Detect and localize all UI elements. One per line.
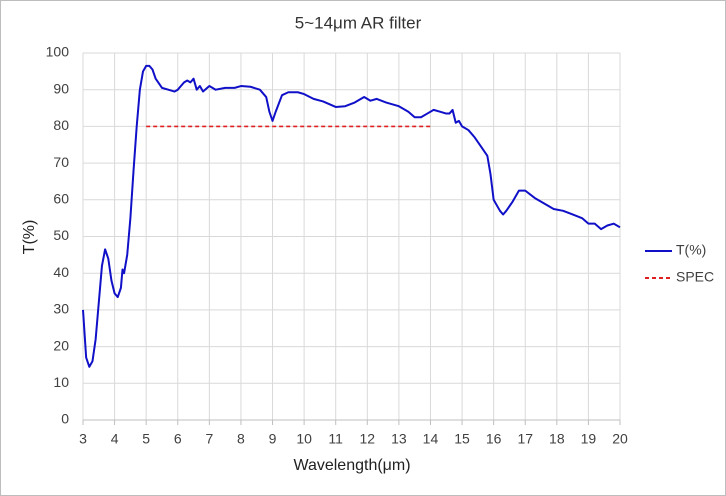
chart-title: 5~14μm AR filter [295,13,422,32]
x-tick-label: 15 [454,431,470,447]
x-tick-label: 18 [549,431,565,447]
x-tick-label: 20 [612,431,628,447]
x-tick-label: 3 [79,431,87,447]
data-line [82,64,621,368]
x-tick-label: 16 [486,431,502,447]
x-tick-label: 5 [142,431,150,447]
y-tick-label: 70 [53,154,69,170]
y-tick-label: 60 [53,191,69,207]
x-tick-label: 8 [237,431,245,447]
x-tick-label: 10 [296,431,312,447]
y-axis-title: T(%) [21,220,38,255]
x-tick-label: 12 [360,431,376,447]
y-tick-label: 10 [53,374,69,390]
legend-label: T(%) [676,242,706,258]
x-tick-label: 7 [205,431,213,447]
y-tick-label: 30 [53,301,69,317]
y-tick-label: 0 [61,411,69,427]
x-tick-label: 19 [581,431,597,447]
y-tick-label: 80 [53,117,69,133]
x-tick-label: 14 [423,431,439,447]
x-tick-label: 4 [111,431,119,447]
y-tick-label: 90 [53,80,69,96]
y-tick-label: 40 [53,264,69,280]
x-axis-title: Wavelength(μm) [293,457,410,474]
x-tick-label: 13 [391,431,407,447]
y-tick-label: 50 [53,227,69,243]
legend-label: SPEC [676,269,714,285]
y-tick-label: 20 [53,337,69,353]
x-tick-label: 11 [328,431,343,447]
x-tick-label: 6 [174,431,182,447]
x-tick-label: 17 [517,431,533,447]
y-tick-label: 100 [46,44,70,60]
x-tick-label: 9 [269,431,277,447]
